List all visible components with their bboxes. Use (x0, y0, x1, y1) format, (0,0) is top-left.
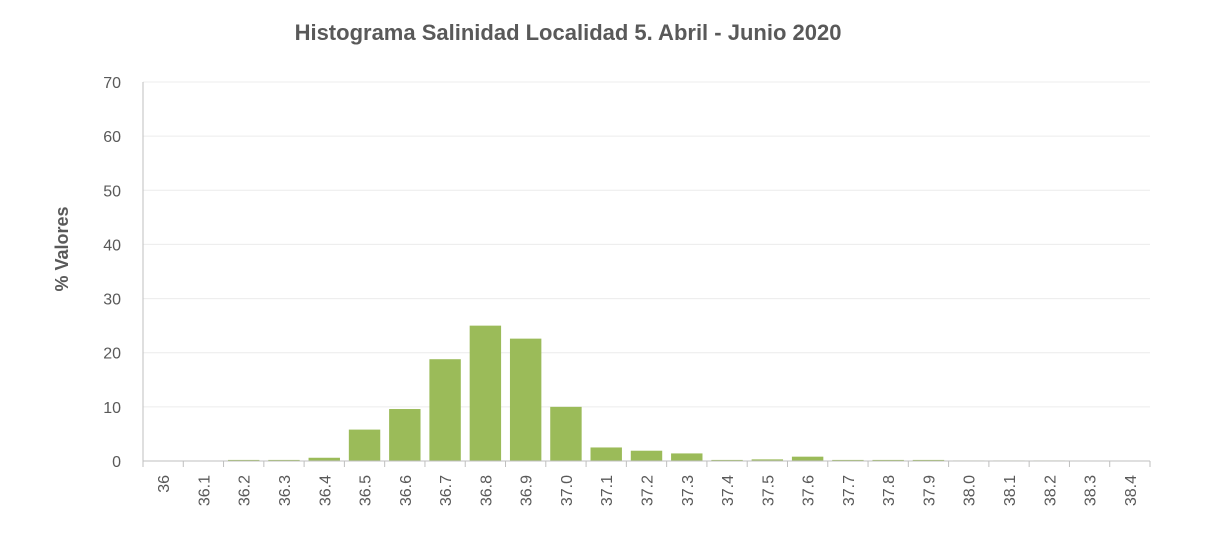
y-tick-label: 40 (103, 237, 121, 254)
y-tick-label: 60 (103, 129, 121, 146)
bar (671, 453, 703, 461)
gridlines (143, 81, 1150, 408)
bar (550, 406, 582, 461)
bar (872, 459, 904, 461)
bar (791, 456, 824, 461)
x-tick-label: 38.3 (1083, 475, 1100, 506)
bar (832, 459, 864, 461)
x-tick-label: 38.0 (962, 475, 979, 506)
x-tick-label: 38.1 (1002, 475, 1019, 506)
y-tick-label: 70 (103, 75, 121, 92)
axes (142, 82, 1151, 467)
y-tick-label: 50 (103, 183, 121, 200)
x-tick-label: 38.4 (1123, 475, 1140, 506)
bar (590, 447, 622, 461)
chart-title: Histograma Salinidad Localidad 5. Abril … (295, 20, 842, 45)
x-tick-label: 37.1 (599, 475, 616, 506)
bar (227, 459, 260, 461)
bar (268, 459, 300, 461)
y-tick-label: 0 (112, 454, 121, 471)
x-axis-ticks: 36 36.1 36.2 36.3 36.4 36.5 36.6 36.7 36.8 36.9 37… (156, 475, 1140, 506)
bar (308, 457, 340, 461)
x-tick-label: 37.7 (841, 475, 858, 506)
x-tick-label: 37.0 (559, 475, 576, 506)
bar (711, 459, 743, 461)
x-tick-label: 36.7 (438, 475, 455, 506)
bar (509, 338, 542, 461)
bar (389, 409, 421, 461)
bar (630, 450, 663, 461)
x-tick-label: 37.8 (881, 475, 898, 506)
bar (348, 429, 381, 461)
y-axis-label: % Valores (52, 206, 72, 291)
x-tick-label: 36.4 (317, 475, 334, 506)
bar (751, 459, 784, 461)
bar (429, 359, 461, 461)
x-tick-label: 37.2 (640, 475, 657, 506)
x-tick-label: 36.5 (358, 475, 375, 506)
x-tick-label: 36.8 (478, 475, 495, 506)
x-tick-label: 36 (156, 475, 173, 493)
y-tick-label: 10 (103, 400, 121, 417)
x-tick-label: 36.9 (519, 475, 536, 506)
x-tick-label: 36.3 (277, 475, 294, 506)
x-tick-label: 36.1 (196, 475, 213, 506)
x-tick-label: 37.6 (801, 475, 818, 506)
x-tick-label: 36.6 (398, 475, 415, 506)
y-tick-label: 30 (103, 292, 121, 309)
x-tick-label: 38.2 (1042, 475, 1059, 506)
bars (227, 325, 1066, 461)
y-axis-ticks: 0 10 20 30 40 50 60 70 (103, 75, 121, 471)
x-tick-label: 37.3 (680, 475, 697, 506)
bar (912, 459, 945, 461)
x-tick-label: 36.2 (237, 475, 254, 506)
x-tick-label: 37.5 (760, 475, 777, 506)
x-tick-label: 37.9 (921, 475, 938, 506)
y-tick-label: 20 (103, 346, 121, 363)
x-tick-label: 37.4 (720, 475, 737, 506)
bar (469, 325, 502, 461)
